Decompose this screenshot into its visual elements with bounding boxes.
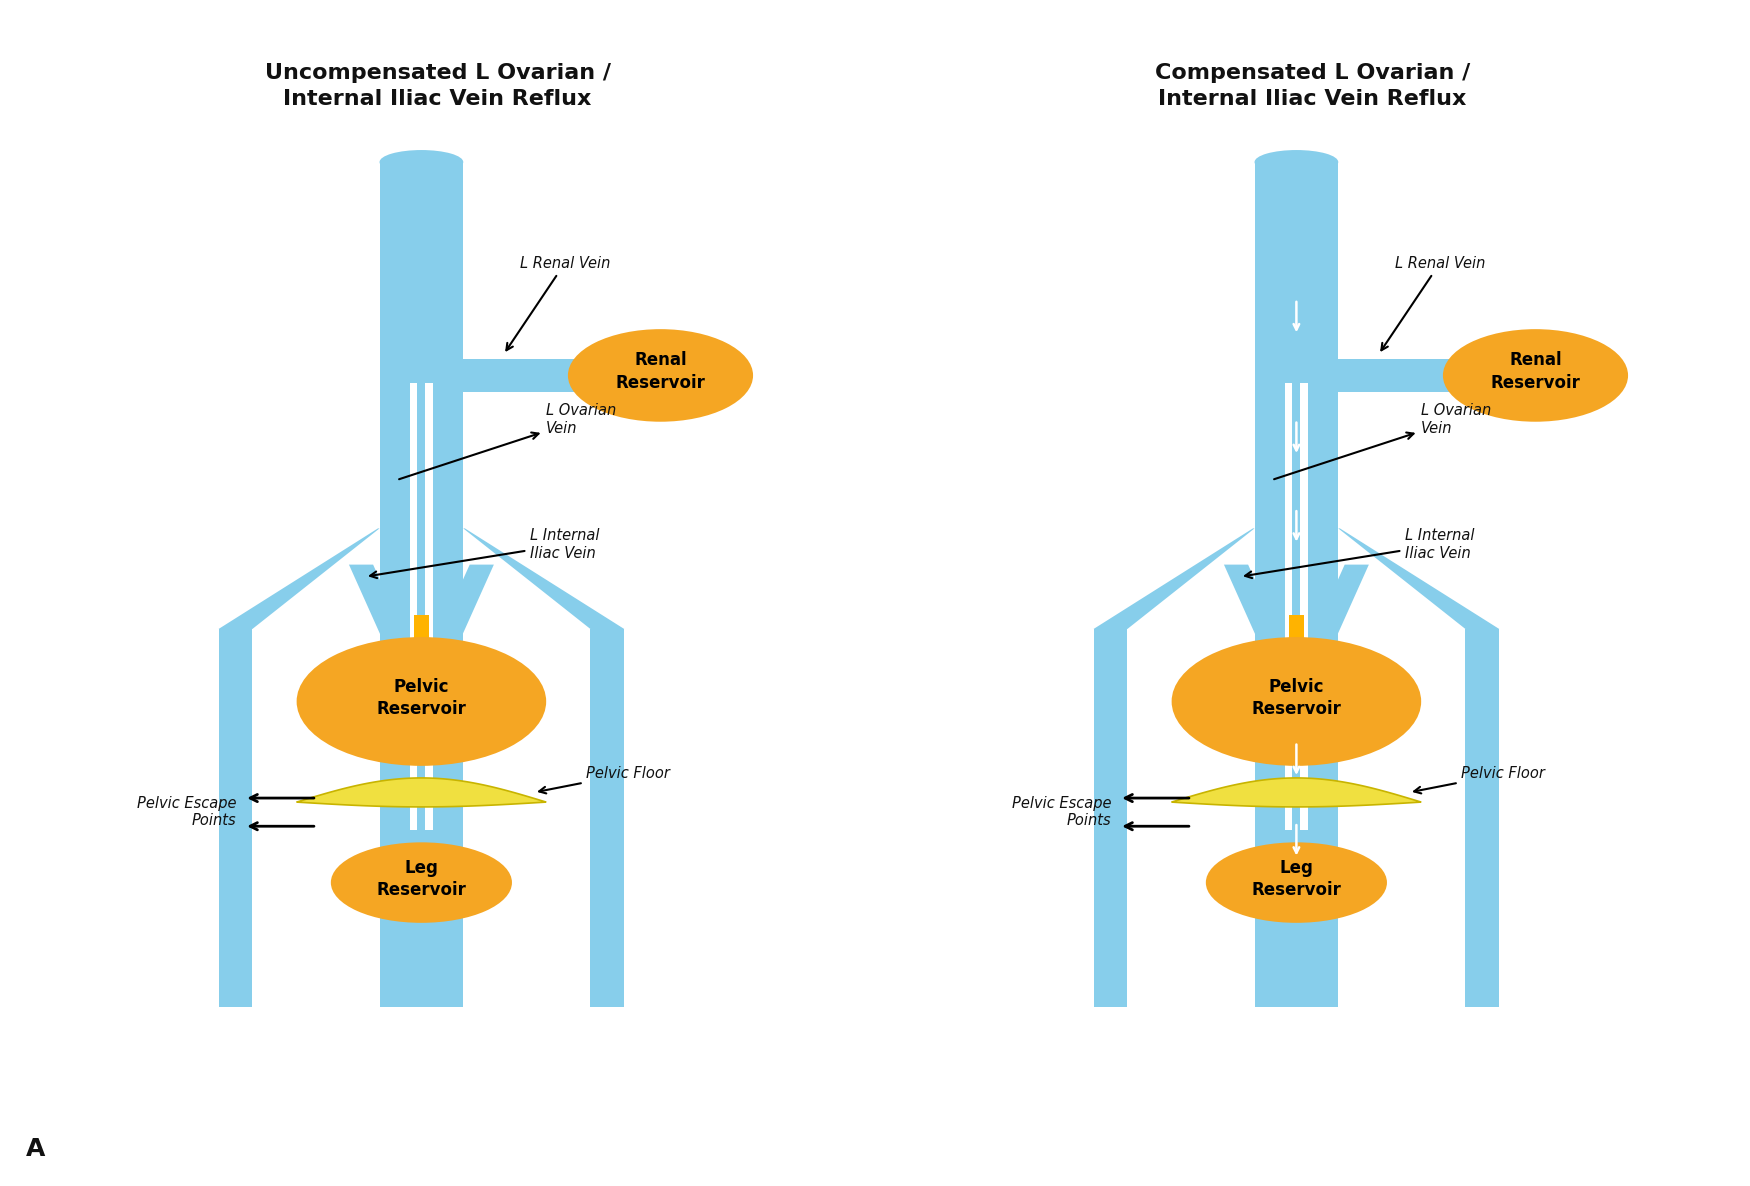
Ellipse shape [569, 330, 752, 422]
Bar [1094, 629, 1127, 1007]
Ellipse shape [380, 151, 464, 174]
Bar [458, 358, 588, 393]
Text: Pelvic Escape
Points: Pelvic Escape Points [1011, 796, 1111, 828]
Bar [1284, 383, 1292, 830]
Bar [1465, 629, 1500, 1007]
Text: Leg
Reservoir: Leg Reservoir [376, 860, 466, 899]
Title: Compensated L Ovarian /
Internal Iliac Vein Reflux: Compensated L Ovarian / Internal Iliac V… [1155, 63, 1470, 109]
Text: Pelvic
Reservoir: Pelvic Reservoir [376, 678, 466, 719]
Title: Uncompensated L Ovarian /
Internal Iliac Vein Reflux: Uncompensated L Ovarian / Internal Iliac… [264, 63, 611, 109]
Text: L Ovarian
Vein: L Ovarian Vein [1274, 403, 1491, 479]
Text: Pelvic
Reservoir: Pelvic Reservoir [1251, 678, 1340, 719]
Ellipse shape [1206, 842, 1388, 923]
Polygon shape [464, 529, 625, 629]
Polygon shape [298, 778, 546, 806]
Text: L Renal Vein: L Renal Vein [506, 256, 611, 350]
Polygon shape [1339, 529, 1500, 629]
Text: L Ovarian
Vein: L Ovarian Vein [399, 403, 616, 479]
Ellipse shape [1255, 151, 1339, 174]
Text: A: A [26, 1137, 46, 1161]
Bar [380, 162, 464, 1007]
Bar [425, 383, 432, 830]
Polygon shape [1172, 778, 1421, 806]
Polygon shape [219, 529, 380, 629]
Ellipse shape [298, 637, 546, 766]
Text: Pelvic Escape
Points: Pelvic Escape Points [136, 796, 236, 828]
Polygon shape [1094, 529, 1255, 629]
Text: L Renal Vein: L Renal Vein [1381, 256, 1486, 350]
Polygon shape [1292, 565, 1368, 681]
Polygon shape [348, 565, 425, 681]
Bar [415, 616, 429, 642]
Polygon shape [1223, 565, 1300, 681]
Bar [219, 629, 252, 1007]
Text: Leg
Reservoir: Leg Reservoir [1251, 860, 1340, 899]
Text: Renal
Reservoir: Renal Reservoir [1491, 351, 1580, 391]
Bar [410, 383, 418, 830]
Polygon shape [418, 565, 494, 681]
Text: Pelvic Floor: Pelvic Floor [539, 766, 670, 793]
Bar [1255, 162, 1339, 1007]
Bar [590, 629, 625, 1007]
Text: L Internal
Iliac Vein: L Internal Iliac Vein [369, 528, 600, 578]
Ellipse shape [331, 842, 513, 923]
Text: Pelvic Floor: Pelvic Floor [1414, 766, 1545, 793]
Bar [1300, 383, 1307, 830]
Text: L Internal
Iliac Vein: L Internal Iliac Vein [1244, 528, 1475, 578]
Bar [1334, 358, 1463, 393]
Ellipse shape [1444, 330, 1628, 422]
Text: Renal
Reservoir: Renal Reservoir [616, 351, 705, 391]
Ellipse shape [1172, 637, 1421, 766]
Bar [1290, 616, 1304, 642]
